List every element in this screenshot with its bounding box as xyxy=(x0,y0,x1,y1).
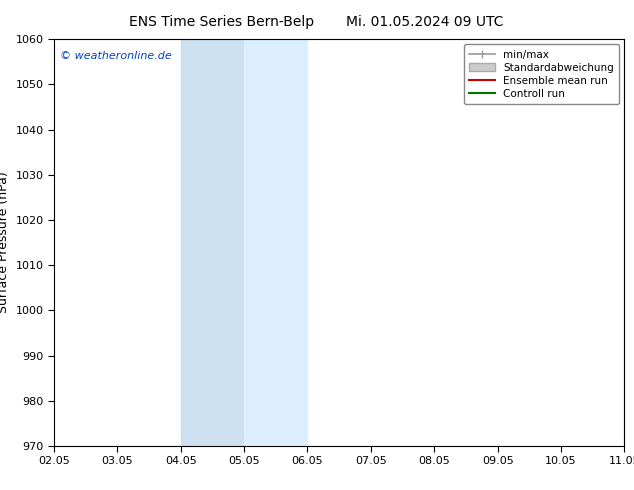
Text: Mi. 01.05.2024 09 UTC: Mi. 01.05.2024 09 UTC xyxy=(346,15,503,29)
Bar xyxy=(244,39,307,446)
Bar xyxy=(181,39,244,446)
Text: ENS Time Series Bern-Belp: ENS Time Series Bern-Belp xyxy=(129,15,314,29)
Bar xyxy=(624,39,634,446)
Y-axis label: Surface Pressure (hPa): Surface Pressure (hPa) xyxy=(0,172,10,314)
Legend: min/max, Standardabweichung, Ensemble mean run, Controll run: min/max, Standardabweichung, Ensemble me… xyxy=(463,45,619,104)
Text: © weatheronline.de: © weatheronline.de xyxy=(60,51,171,61)
